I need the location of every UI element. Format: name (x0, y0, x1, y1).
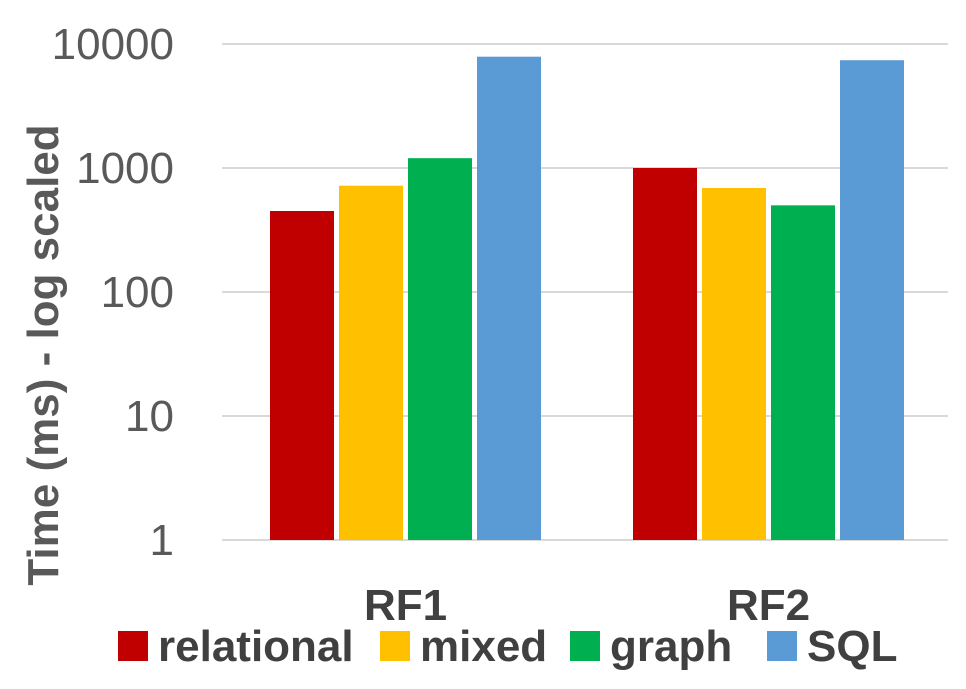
legend-swatch-relational (118, 631, 148, 661)
bar-graph-rf2 (771, 205, 835, 541)
legend-swatch-mixed (380, 631, 410, 661)
y-axis-title: Time (ms) - log scaled (19, 124, 68, 585)
bar-graph-rf1 (408, 158, 472, 540)
y-axis-ticks: 1 10 100 1000 10000 (52, 20, 174, 565)
legend-label-relational: relational (158, 622, 354, 671)
legend-swatch-sql (767, 631, 797, 661)
bar-sql-rf2 (840, 60, 904, 540)
legend-label-graph: graph (610, 622, 732, 671)
legend: relational mixed graph SQL (118, 622, 897, 671)
x-category-label: RF2 (727, 581, 810, 630)
bar-relational-rf2 (633, 168, 697, 540)
y-tick-label: 1 (150, 516, 174, 565)
bar-mixed-rf2 (702, 187, 766, 540)
y-tick-label: 10000 (52, 20, 174, 69)
bars (270, 56, 904, 541)
legend-swatch-graph (570, 631, 600, 661)
x-category-label: RF1 (364, 581, 447, 630)
bar-mixed-rf1 (339, 185, 403, 540)
y-tick-label: 1000 (76, 144, 174, 193)
legend-label-sql: SQL (807, 622, 897, 671)
legend-label-mixed: mixed (420, 622, 547, 671)
bar-relational-rf1 (270, 211, 334, 540)
bar-sql-rf1 (477, 56, 541, 540)
x-axis-categories: RF1 RF2 (364, 581, 810, 630)
y-tick-label: 10 (125, 392, 174, 441)
y-tick-label: 100 (101, 268, 174, 317)
